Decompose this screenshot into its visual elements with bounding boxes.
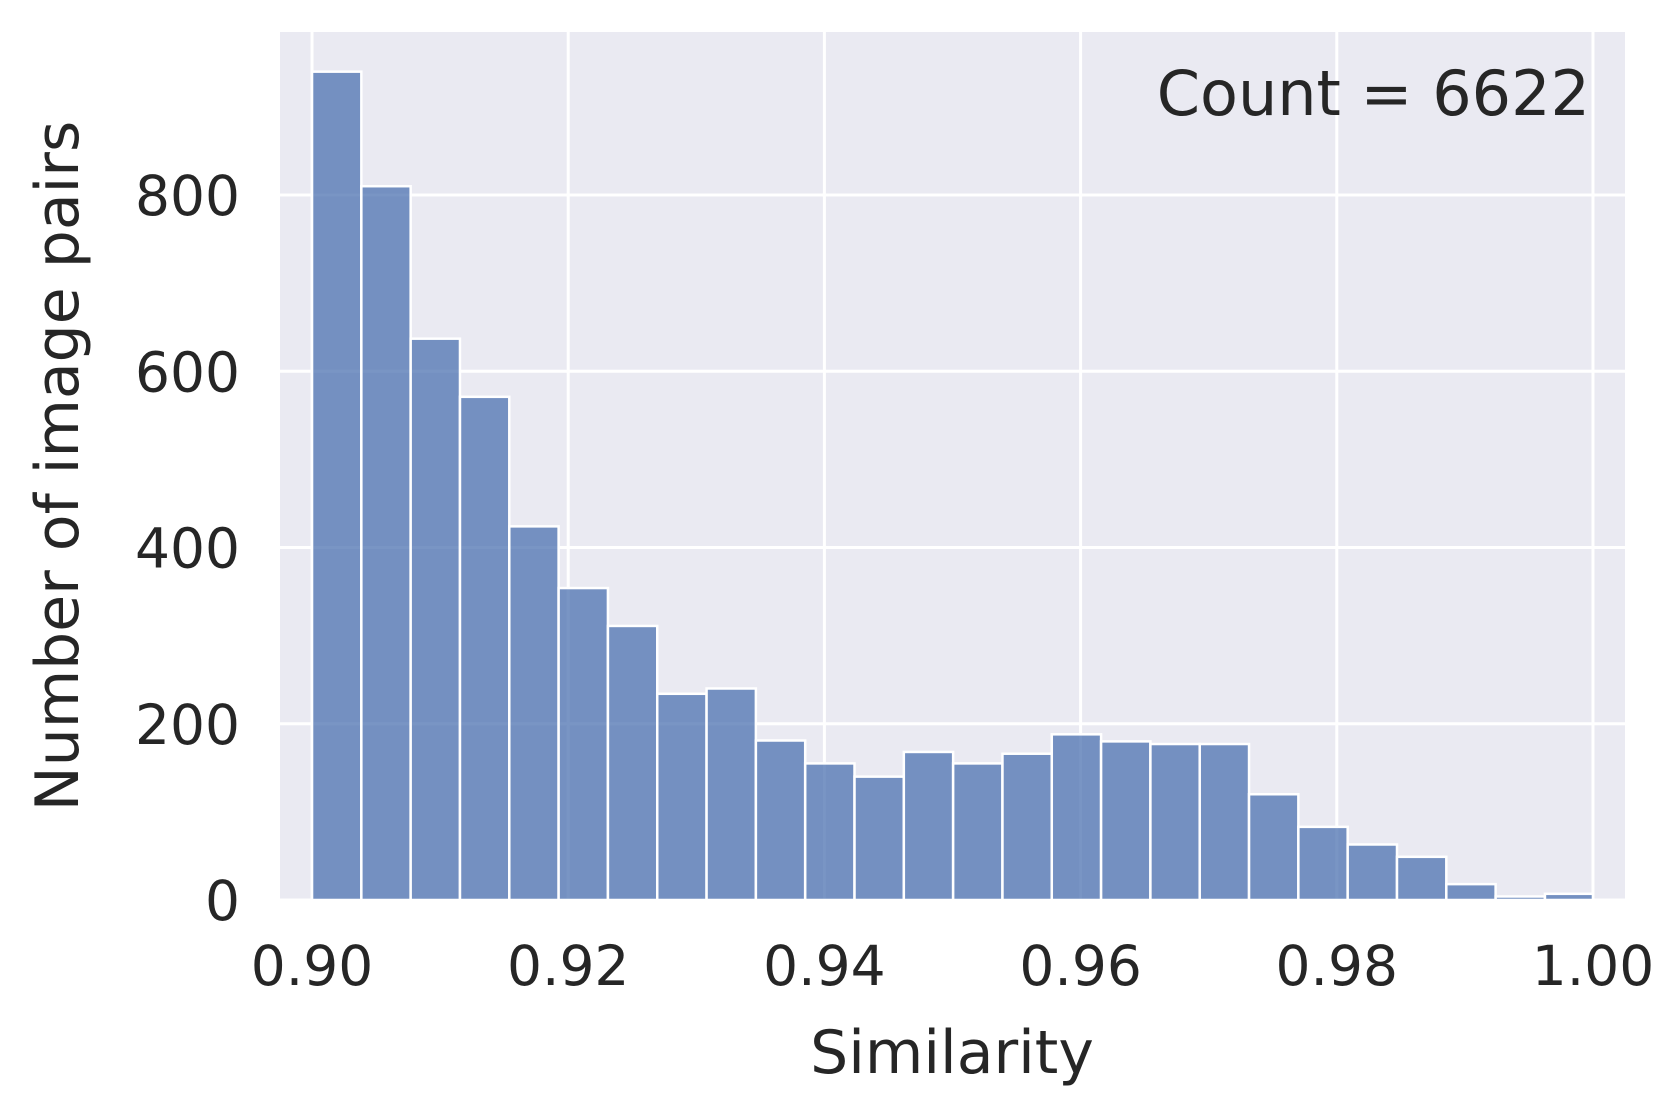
histogram-bar	[1346, 843, 1399, 902]
y-tick-label: 400	[135, 517, 240, 581]
x-axis-label: Similarity	[810, 1018, 1094, 1088]
x-tick-label: 1.00	[1532, 934, 1654, 998]
histogram-bar	[1001, 752, 1054, 902]
histogram-bar	[310, 70, 363, 902]
histogram-bar	[803, 762, 856, 902]
histogram-bar	[1050, 733, 1103, 902]
histogram-bar	[1445, 882, 1497, 902]
histogram-bars	[310, 70, 1595, 902]
histogram-bar	[1494, 895, 1547, 902]
x-tick-labels: 0.90 0.92 0.94 0.96 0.98 1.00	[251, 934, 1654, 998]
histogram-bar	[754, 739, 807, 902]
histogram-bar	[705, 687, 758, 902]
histogram-bar	[360, 184, 412, 902]
x-tick-label: 0.94	[763, 934, 885, 998]
x-tick-label: 0.92	[507, 934, 629, 998]
y-tick-labels: 0 200 400 600 800	[135, 164, 240, 933]
histogram-bar	[458, 395, 511, 902]
y-axis-label: Number of image pairs	[23, 121, 93, 811]
histogram-bar	[902, 750, 955, 902]
histogram-bar	[951, 762, 1004, 902]
x-tick-label: 0.98	[1276, 934, 1398, 998]
histogram-bar	[409, 337, 462, 902]
x-tick-label: 0.90	[251, 934, 373, 998]
histogram-bar	[508, 525, 560, 902]
y-tick-label: 200	[135, 693, 240, 757]
histogram-bar	[1297, 825, 1349, 902]
histogram-bar	[853, 775, 906, 902]
histogram-bar	[1198, 742, 1251, 902]
histogram-bar	[655, 692, 708, 902]
histogram-bar	[557, 586, 610, 902]
y-tick-label: 600	[135, 340, 240, 404]
histogram-bar	[1543, 892, 1595, 902]
count-annotation: Count = 6622	[1157, 57, 1590, 130]
histogram-bar	[1395, 855, 1448, 902]
histogram-bar	[1149, 742, 1201, 902]
y-tick-label: 800	[135, 164, 240, 228]
y-tick-label: 0	[205, 869, 240, 933]
histogram-bar	[1099, 740, 1152, 902]
histogram-bar	[1247, 793, 1300, 902]
histogram-bar	[606, 624, 659, 902]
x-tick-label: 0.96	[1019, 934, 1141, 998]
